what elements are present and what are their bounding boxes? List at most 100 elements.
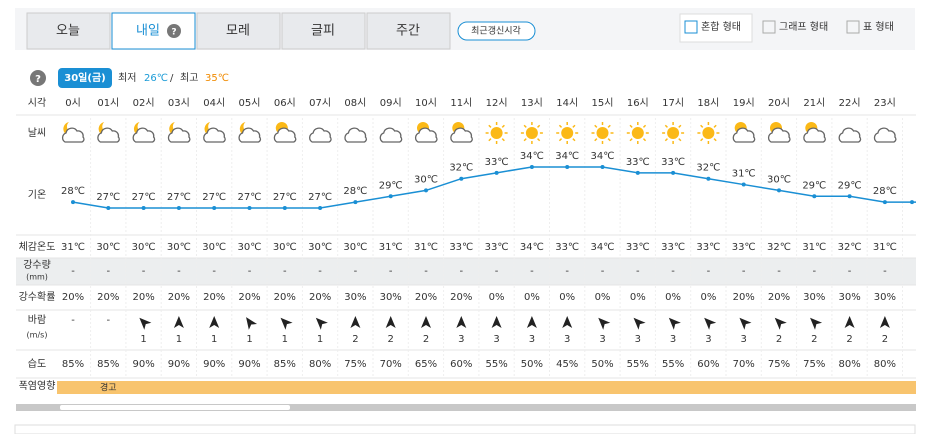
wind-arrow bbox=[385, 316, 396, 328]
wind-speed: 2 bbox=[352, 334, 358, 345]
feels-like: 30℃ bbox=[132, 242, 156, 253]
sun-ray bbox=[523, 138, 527, 142]
tab[interactable] bbox=[26, 12, 111, 50]
precip-prob: 20% bbox=[203, 292, 225, 303]
sun-ray bbox=[537, 138, 541, 142]
feels-like: 31℃ bbox=[802, 242, 826, 253]
precip-prob: 20% bbox=[450, 292, 472, 303]
sun-ray bbox=[572, 124, 576, 128]
wind-speed: 3 bbox=[705, 334, 711, 345]
temp-dot bbox=[777, 188, 781, 193]
tab[interactable] bbox=[281, 12, 366, 50]
precip-prob: 20% bbox=[97, 292, 119, 303]
precip-prob: 0% bbox=[630, 292, 646, 303]
mode-label[interactable]: 표 형태 bbox=[863, 21, 894, 33]
wind-arrow bbox=[562, 316, 573, 328]
min-temp: 26℃ bbox=[144, 73, 168, 84]
temp-dot bbox=[882, 200, 887, 205]
sun-ray bbox=[572, 138, 576, 142]
cloud bbox=[132, 127, 156, 143]
humidity: 60% bbox=[697, 359, 719, 370]
temp-label: 32℃ bbox=[449, 163, 473, 174]
sun-ray bbox=[607, 124, 611, 128]
humidity: 90% bbox=[168, 359, 190, 370]
sun-ray bbox=[713, 124, 717, 128]
sun-ray bbox=[488, 124, 492, 128]
sun-ray bbox=[558, 124, 563, 128]
cloud bbox=[97, 127, 120, 143]
max-label: 최고 bbox=[180, 72, 198, 84]
wind-arrow bbox=[421, 316, 431, 328]
wind-speed: 1 bbox=[246, 334, 252, 345]
precipitation: - bbox=[177, 266, 181, 277]
weather-icon bbox=[450, 122, 473, 143]
precipitation: - bbox=[601, 266, 605, 277]
precip-prob: 20% bbox=[168, 292, 190, 303]
precipitation: - bbox=[424, 266, 428, 277]
wind-speed: 2 bbox=[846, 334, 852, 345]
temp-dot bbox=[71, 200, 75, 205]
precipitation: - bbox=[777, 266, 781, 277]
wind-speed: - bbox=[106, 315, 110, 326]
feels-like: 32℃ bbox=[767, 242, 791, 253]
precip-prob: 20% bbox=[62, 292, 84, 303]
precipitation: - bbox=[248, 266, 252, 277]
refresh-button[interactable] bbox=[457, 21, 536, 41]
sun-ray bbox=[488, 138, 492, 142]
temp-label: 33℃ bbox=[626, 157, 650, 168]
weather-icon bbox=[97, 122, 120, 143]
precip-prob: 30% bbox=[344, 292, 366, 303]
temp-dot bbox=[671, 170, 676, 175]
hour-label: 11시 bbox=[450, 97, 472, 109]
sun-ray bbox=[537, 124, 541, 128]
scroll-thumb[interactable] bbox=[60, 405, 290, 410]
hour-label: 07시 bbox=[309, 97, 331, 109]
weather-icon bbox=[167, 122, 191, 143]
temp-label: 28℃ bbox=[61, 186, 85, 197]
sun-ray bbox=[594, 124, 598, 128]
wind-speed: 2 bbox=[811, 334, 817, 345]
sun-ray bbox=[700, 138, 704, 142]
humidity: 55% bbox=[662, 359, 684, 370]
precip-prob: 20% bbox=[733, 292, 755, 303]
precip-prob: 0% bbox=[700, 292, 716, 303]
feels-like: 30℃ bbox=[238, 242, 262, 253]
tab[interactable] bbox=[111, 12, 196, 50]
humidity: 65% bbox=[415, 359, 437, 370]
tab[interactable] bbox=[366, 12, 451, 50]
precipitation: - bbox=[883, 266, 887, 277]
mode-label[interactable]: 그래프 형태 bbox=[779, 21, 828, 33]
separator: / bbox=[170, 73, 174, 84]
sun-ray bbox=[678, 124, 682, 128]
cloud bbox=[379, 127, 403, 143]
hour-label: 18시 bbox=[697, 97, 719, 109]
humidity: 90% bbox=[132, 359, 154, 370]
wind-speed: 1 bbox=[176, 334, 182, 345]
scrollbar[interactable] bbox=[16, 404, 916, 411]
hour-label: 16시 bbox=[627, 97, 649, 109]
wind-speed: 2 bbox=[388, 334, 394, 345]
wind-arrow bbox=[704, 317, 717, 330]
sun-ray bbox=[607, 138, 611, 142]
sun bbox=[667, 127, 680, 139]
humidity: 85% bbox=[274, 359, 296, 370]
feels-like: 31℃ bbox=[873, 242, 897, 253]
hour-label: 17시 bbox=[662, 97, 684, 109]
wind-speed: 3 bbox=[564, 334, 570, 345]
precip-prob: 0% bbox=[524, 292, 540, 303]
tab-label: 글피 bbox=[311, 24, 335, 39]
max-temp: 35℃ bbox=[205, 73, 229, 84]
temp-label: 34℃ bbox=[520, 151, 544, 162]
mode-label[interactable]: 혼합 형태 bbox=[701, 20, 741, 33]
hour-label: 01시 bbox=[97, 97, 119, 109]
sun-ray bbox=[664, 124, 668, 128]
temp-label: 34℃ bbox=[591, 151, 615, 162]
tab[interactable] bbox=[196, 12, 281, 50]
temp-label: 27℃ bbox=[96, 192, 120, 203]
weather-icon bbox=[414, 122, 438, 143]
tab-label: 주간 bbox=[396, 24, 420, 39]
temp-dot bbox=[318, 206, 323, 210]
temp-label: 31℃ bbox=[732, 169, 756, 180]
row-label: 폭염영향 bbox=[19, 380, 56, 392]
help-icon[interactable] bbox=[30, 70, 46, 86]
